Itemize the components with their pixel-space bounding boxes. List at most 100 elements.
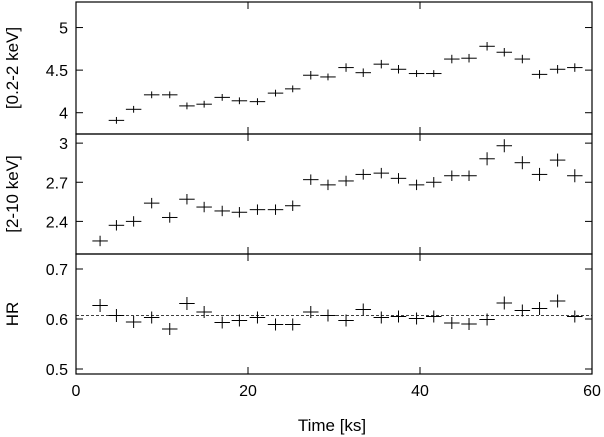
- data-point: [479, 313, 495, 326]
- data-point: [373, 311, 390, 324]
- data-point: [284, 85, 301, 93]
- data-point: [125, 216, 142, 227]
- y-tick-label: 4: [59, 106, 68, 123]
- data-point: [531, 302, 548, 315]
- y-tick-label: 2.4: [46, 214, 68, 231]
- data-point: [179, 297, 195, 310]
- data-point: [303, 70, 319, 80]
- data-point: [338, 175, 354, 187]
- y-tick-label: 4.5: [46, 63, 68, 80]
- data-point: [267, 318, 284, 331]
- data-point: [549, 294, 566, 308]
- data-point: [320, 179, 336, 191]
- panel-soft: 4 4.5 5 [0.2-2 keV]: [3, 1, 593, 135]
- y-axis-label-hard: [2-10 keV]: [3, 155, 22, 233]
- data-point: [514, 54, 531, 64]
- data-point: [338, 63, 354, 72]
- panel-frame: [75, 133, 593, 255]
- data-point: [426, 310, 442, 323]
- data-point: [373, 167, 390, 179]
- data-point: [214, 316, 230, 329]
- data-point: [108, 220, 125, 231]
- data-point: [408, 70, 425, 77]
- data-point: [461, 318, 477, 330]
- x-tick-label: 40: [411, 383, 429, 400]
- data-point: [373, 59, 390, 69]
- data-point: [549, 153, 566, 167]
- data-point: [390, 173, 407, 184]
- data-point: [390, 310, 407, 323]
- data-point: [479, 42, 495, 51]
- data-point: [284, 318, 301, 331]
- y-tick-label: 0.5: [46, 362, 68, 379]
- data-point: [549, 65, 566, 74]
- x-tick-label: 20: [239, 383, 257, 400]
- data-point: [426, 177, 442, 188]
- data-point: [444, 54, 460, 64]
- data-point: [355, 68, 371, 77]
- data-point: [231, 314, 248, 327]
- data-point: [461, 53, 477, 63]
- data-point: [531, 70, 548, 79]
- data-point: [408, 312, 425, 325]
- data-point: [567, 310, 583, 323]
- data-point: [249, 311, 266, 324]
- data-point: [390, 65, 407, 74]
- data-point: [196, 100, 212, 108]
- panels-layer: 44.55[0.2-2 keV]2.42.73[2-10 keV]0.50.60…: [3, 1, 593, 379]
- data-point: [320, 73, 336, 81]
- y-tick-label: 2.7: [46, 175, 68, 192]
- data-point: [408, 179, 425, 191]
- x-axis-label: Time [ks]: [298, 416, 366, 435]
- panel-frame: [75, 253, 593, 375]
- data-point: [196, 201, 212, 213]
- data-point: [162, 323, 178, 335]
- y-tick-label: 5: [59, 21, 68, 38]
- data-point: [444, 317, 460, 329]
- data-point: [143, 197, 160, 209]
- data-point: [284, 200, 301, 211]
- data-point: [461, 170, 477, 181]
- data-point: [214, 205, 230, 217]
- data-point: [303, 174, 319, 185]
- data-point: [143, 91, 160, 99]
- data-point: [196, 306, 212, 318]
- data-point: [162, 212, 178, 223]
- data-point: [249, 98, 266, 106]
- data-point: [567, 169, 583, 183]
- data-point: [92, 235, 108, 247]
- data-point: [514, 304, 531, 317]
- panel-frame: [75, 1, 593, 135]
- data-point: [444, 170, 460, 181]
- data-point: [231, 97, 248, 105]
- x-axis: 0 20 40 60: [72, 383, 601, 400]
- y-axis-label-hr: HR: [3, 302, 22, 327]
- data-point: [496, 47, 513, 57]
- panel-hard: 2.4 2.7 3 [2-10 keV]: [3, 133, 593, 255]
- data-point: [531, 167, 548, 181]
- data-point: [143, 311, 160, 324]
- data-point: [496, 296, 513, 310]
- data-point: [92, 299, 108, 312]
- data-point: [479, 152, 495, 166]
- data-point: [267, 89, 284, 97]
- x-tick-label: 0: [72, 383, 81, 400]
- data-point: [125, 105, 142, 113]
- data-point: [231, 207, 248, 218]
- x-tick-label: 60: [583, 383, 601, 400]
- data-point: [125, 316, 142, 328]
- data-point: [267, 204, 284, 215]
- data-point: [496, 139, 513, 153]
- data-point: [514, 156, 531, 170]
- data-point: [108, 116, 125, 124]
- y-tick-label: 0.7: [46, 262, 68, 279]
- y-tick-label: 3: [59, 136, 68, 153]
- data-point: [179, 102, 195, 110]
- data-point: [567, 63, 583, 72]
- data-point: [214, 93, 230, 101]
- data-point: [426, 70, 442, 77]
- panel-hr: 0.5 0.6 0.7 HR: [3, 253, 593, 379]
- y-tick-label: 0.6: [46, 312, 68, 329]
- data-point: [249, 204, 266, 215]
